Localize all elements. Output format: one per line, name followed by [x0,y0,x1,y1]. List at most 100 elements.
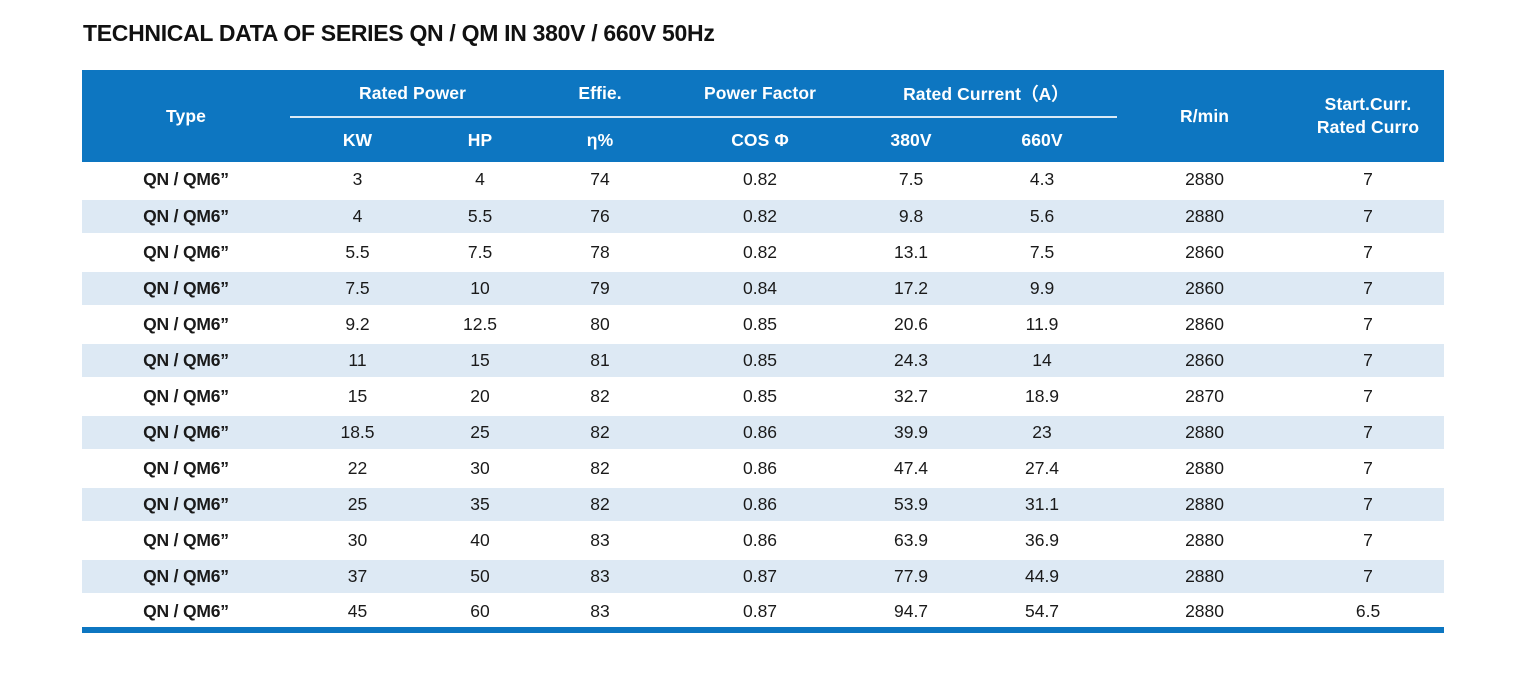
cell-hp: 50 [425,556,536,596]
cell-cos-phi: 0.85 [665,340,856,380]
cell-kw: 45 [347,600,368,621]
cell-eta: 82 [590,385,610,406]
table-row: QN / QM6” 4 5.5 76 0.82 9.8 5.6 2880 7 [82,196,1445,236]
cell-380v: 32.7 [893,385,929,406]
cell-start-curr: 7 [1363,313,1373,334]
cell-hp: 20 [470,385,490,406]
table-row: QN / QM6” 22 30 82 0.86 47.4 27.4 2880 7 [82,450,1444,486]
cell-rpm: 2870 [1185,385,1224,406]
cell-kw: 7.5 [290,268,425,308]
cell-type: QN / QM6” [143,241,229,262]
cell-rpm: 2880 [1185,600,1224,621]
cell-380v: 53.9 [855,484,968,524]
table-row: QN / QM6” 15 20 82 0.85 32.7 18.9 2870 7 [82,378,1444,414]
cell-eta: 74 [590,168,610,189]
cell-380v: 9.8 [855,196,968,236]
cell-eta: 83 [590,600,610,621]
cell-660v: 7.5 [1029,241,1055,262]
header-row-groups: Type Rated Power Effie. Power Factor Rat… [82,70,1445,162]
cell-start-curr: 6.5 [1355,600,1381,621]
col-subheader-eta: η% [535,117,666,162]
cell-start-curr: 7 [1292,556,1445,596]
cell-hp: 4 [475,168,485,189]
cell-kw: 15 [347,385,368,406]
cell-kw: 22 [347,457,368,478]
cell-cos-phi: 0.82 [742,168,778,189]
cell-380v: 77.9 [855,556,968,596]
cell-kw: 25 [290,484,425,524]
cell-380v: 7.5 [898,168,924,189]
cell-380v: 13.1 [893,241,929,262]
cell-380v: 63.9 [893,529,929,550]
cell-rpm: 2860 [1185,313,1224,334]
cell-rpm: 2880 [1185,168,1224,189]
table-row: QN / QM6” 5.5 7.5 78 0.82 13.1 7.5 2860 … [82,234,1444,270]
cell-rpm: 2880 [1185,457,1224,478]
cell-type: QN / QM6” [82,268,290,308]
cell-eta: 83 [590,529,610,550]
cell-eta: 78 [590,241,610,262]
col-subheader-kw: KW [290,117,425,162]
cell-660v: 36.9 [1024,529,1060,550]
cell-660v: 4.3 [1029,168,1055,189]
cell-660v: 11.9 [1025,313,1059,334]
cell-cos-phi: 0.86 [742,529,778,550]
cell-hp: 12.5 [462,313,498,334]
cell-cos-phi: 0.87 [742,600,778,621]
table-row: QN / QM6” 3 4 74 0.82 7.5 4.3 2880 7 [82,162,1444,198]
col-subheader-cos-phi: COS Φ [665,117,856,162]
col-header-rpm: R/min [1117,70,1293,162]
cell-eta: 80 [590,313,610,334]
col-header-start-curr: Start.Curr. Rated Curro [1292,70,1445,162]
col-header-type: Type [82,70,290,162]
cell-type: QN / QM6” [143,313,229,334]
cell-cos-phi: 0.86 [665,484,856,524]
cell-hp: 25 [425,412,536,452]
cell-hp: 15 [425,340,536,380]
cell-660v: 14 [967,340,1118,380]
cell-hp: 10 [425,268,536,308]
technical-data-table: Type Rated Power Effie. Power Factor Rat… [82,70,1445,633]
cell-start-curr: 7 [1292,268,1445,308]
cell-660v: 18.9 [1024,385,1060,406]
cell-eta: 82 [590,457,610,478]
cell-start-curr: 7 [1292,196,1445,236]
cell-type: QN / QM6” [82,484,290,524]
table-row: QN / QM6” 30 40 83 0.86 63.9 36.9 2880 7 [82,522,1444,558]
cell-rpm: 2880 [1185,529,1224,550]
start-curr-label: Start.Curr. Rated Curro [1317,93,1419,139]
table-body: QN / QM6” 3 4 74 0.82 7.5 4.3 2880 7 QN … [82,162,1445,630]
cell-hp: 40 [470,529,490,550]
col-header-rated-current: Rated Current（A） [855,70,1118,118]
table-row: QN / QM6” 18.5 25 82 0.86 39.9 23 2880 7 [82,412,1445,452]
cell-start-curr: 7 [1292,484,1445,524]
cell-rpm: 2880 [1117,556,1293,596]
table-row: QN / QM6” 37 50 83 0.87 77.9 44.9 2880 7 [82,556,1445,596]
cell-hp: 7.5 [467,241,493,262]
cell-kw: 37 [290,556,425,596]
cell-380v: 20.6 [893,313,929,334]
cell-start-curr: 7 [1363,385,1373,406]
cell-cos-phi: 0.86 [665,412,856,452]
cell-type: QN / QM6” [143,600,229,621]
cell-660v: 5.6 [967,196,1118,236]
cell-380v: 47.4 [893,457,929,478]
cell-type: QN / QM6” [143,168,229,189]
cell-start-curr: 7 [1363,168,1373,189]
table-header: Type Rated Power Effie. Power Factor Rat… [82,70,1445,162]
cell-eta: 82 [535,412,666,452]
cell-cos-phi: 0.85 [742,385,778,406]
cell-cos-phi: 0.86 [742,457,778,478]
cell-660v: 44.9 [967,556,1118,596]
cell-start-curr: 7 [1363,241,1373,262]
cell-cos-phi: 0.82 [742,241,778,262]
table-row: QN / QM6” 11 15 81 0.85 24.3 14 2860 7 [82,340,1445,380]
cell-eta: 83 [535,556,666,596]
cell-eta: 76 [535,196,666,236]
table-row: QN / QM6” 7.5 10 79 0.84 17.2 9.9 2860 7 [82,268,1445,308]
cell-kw: 18.5 [290,412,425,452]
cell-380v: 17.2 [855,268,968,308]
col-header-power-factor: Power Factor [665,70,856,118]
cell-hp: 30 [470,457,490,478]
cell-hp: 60 [470,600,490,621]
